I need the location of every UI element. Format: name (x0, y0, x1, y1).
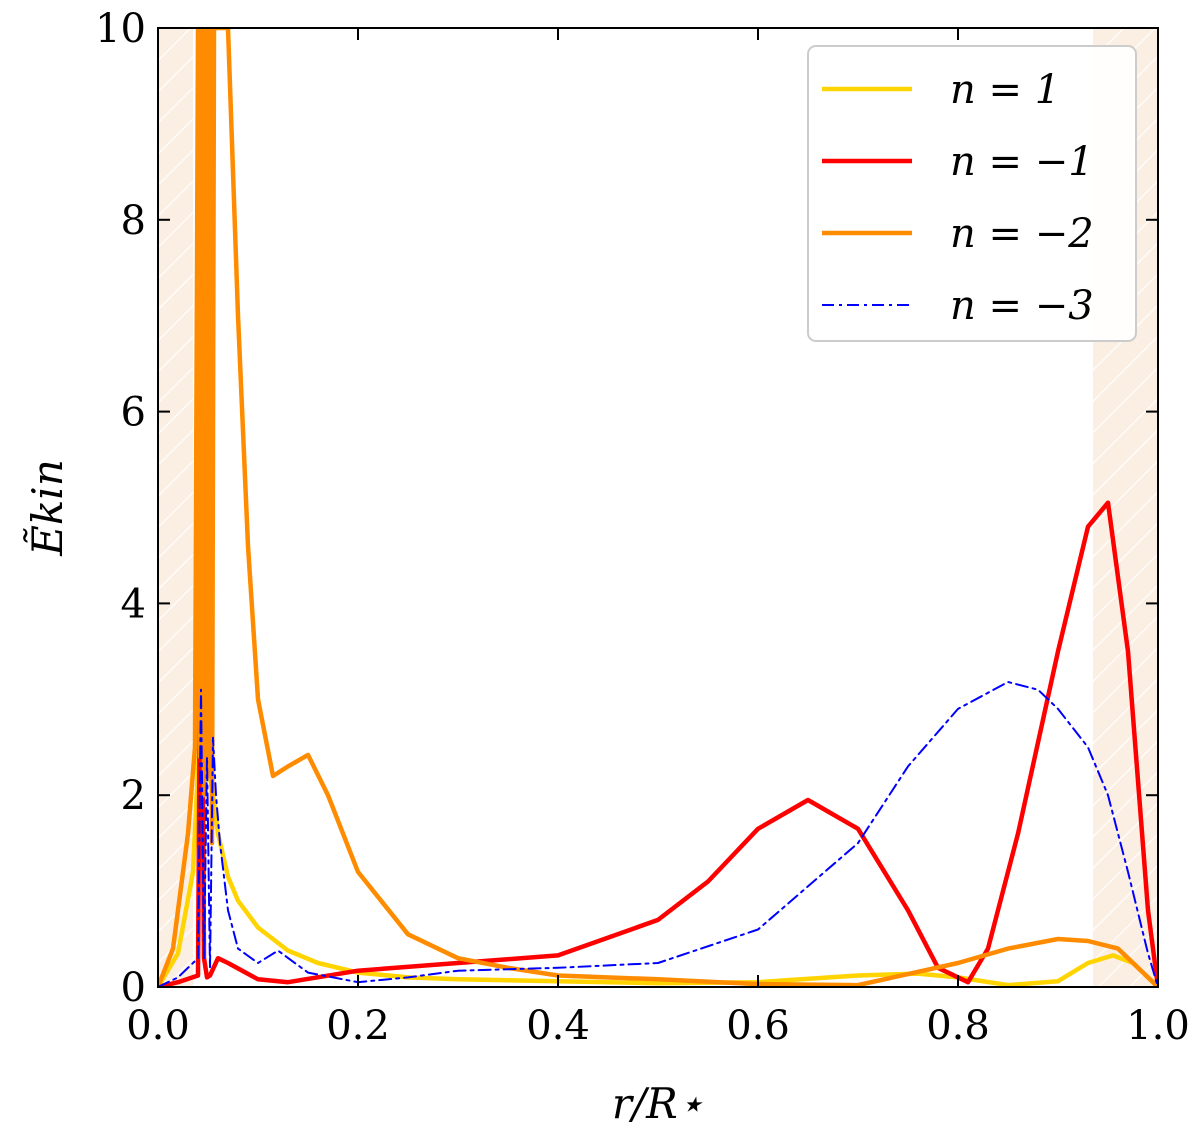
x-tick-label-5: 1.0 (1126, 1003, 1190, 1049)
y-tick-label-4: 8 (121, 198, 146, 244)
y-axis-label: Ẽkin (22, 459, 72, 557)
y-tick-label-3: 6 (121, 390, 146, 436)
x-tick-label-3: 0.6 (726, 1003, 790, 1049)
legend-label-3: n = −3 (950, 283, 1094, 329)
x-tick-label-0: 0.0 (126, 1003, 190, 1049)
legend-label-1: n = −1 (950, 139, 1094, 185)
y-tick-label-1: 2 (121, 773, 146, 819)
legend: n = 1 n = −1 n = −2 n = −3 (807, 45, 1137, 342)
x-tick-label-2: 0.4 (526, 1003, 590, 1049)
legend-box (807, 45, 1137, 342)
series-line-1 (158, 500, 1158, 987)
y-tick-label-0: 0 (121, 965, 146, 1011)
y-tick-label-2: 4 (121, 581, 146, 627)
legend-label-0: n = 1 (950, 67, 1060, 113)
series-lines (158, 28, 1158, 987)
x-tick-label-1: 0.2 (326, 1003, 390, 1049)
axes: 0.0 0.2 0.4 0.6 0.8 1.0 0 2 4 6 8 10 r/R⋆ Ẽkin (22, 6, 1190, 1128)
series-line-3 (158, 681, 1158, 987)
series-line-0 (158, 706, 1158, 987)
series-line-2 (158, 28, 1158, 987)
y-tick-label-5: 10 (95, 6, 146, 52)
x-axis-label: r/R⋆ (612, 1079, 704, 1128)
plot-frame (157, 27, 1159, 988)
legend-label-2: n = −2 (950, 211, 1094, 257)
x-tick-label-4: 0.8 (926, 1003, 990, 1049)
